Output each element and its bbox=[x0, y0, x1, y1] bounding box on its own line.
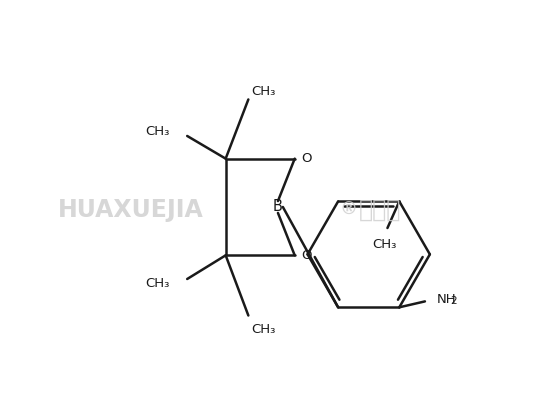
Text: HUAXUEJIA: HUAXUEJIA bbox=[58, 198, 204, 222]
Text: B: B bbox=[273, 199, 283, 215]
Text: CH₃: CH₃ bbox=[252, 323, 276, 336]
Text: O: O bbox=[301, 249, 312, 262]
Text: CH₃: CH₃ bbox=[252, 85, 276, 98]
Text: 化学加: 化学加 bbox=[359, 198, 401, 222]
Text: CH₃: CH₃ bbox=[145, 124, 169, 138]
Text: O: O bbox=[301, 152, 312, 165]
Text: 2: 2 bbox=[450, 296, 457, 307]
Text: CH₃: CH₃ bbox=[372, 238, 397, 251]
Text: NH: NH bbox=[437, 293, 456, 306]
Text: CH₃: CH₃ bbox=[145, 277, 169, 290]
Text: ®: ® bbox=[339, 201, 357, 219]
